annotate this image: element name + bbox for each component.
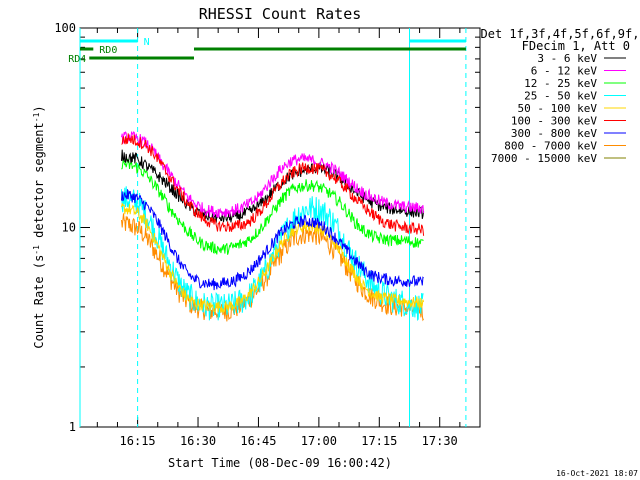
y-axis-title-end: ) bbox=[32, 105, 46, 112]
x-axis-title: Start Time (08-Dec-09 16:00:42) bbox=[168, 456, 392, 470]
annotation-label: RD4 bbox=[68, 54, 86, 65]
x-tick-label: 16:45 bbox=[240, 434, 276, 448]
annotation-label: N bbox=[144, 37, 150, 48]
y-axis-title-sup2: -1 bbox=[32, 112, 41, 122]
chart-title: RHESSI Count Rates bbox=[199, 5, 362, 23]
y-axis-title-sup1: -1 bbox=[32, 245, 41, 255]
legend-header-2: FDecim 1, Att 0 bbox=[522, 39, 630, 53]
x-tick-label: 16:15 bbox=[120, 434, 156, 448]
legend-label: 25 - 50 keV bbox=[524, 90, 597, 103]
y-axis-title-mid: detector segment bbox=[32, 122, 46, 245]
x-tick-label: 17:00 bbox=[301, 434, 337, 448]
legend-label: 50 - 100 keV bbox=[518, 102, 598, 115]
series-line bbox=[121, 131, 425, 218]
y-axis-title-main: Count Rate (s bbox=[32, 255, 46, 349]
timestamp: 16-Oct-2021 18:07 bbox=[556, 469, 638, 478]
annotation-label: RD0 bbox=[99, 45, 117, 56]
x-tick-label: 16:30 bbox=[180, 434, 216, 448]
y-tick-label: 10 bbox=[62, 221, 76, 235]
y-tick-label: 100 bbox=[54, 21, 76, 35]
series-line bbox=[121, 158, 424, 255]
legend-label: 100 - 300 keV bbox=[511, 115, 597, 128]
x-tick-label: 17:15 bbox=[361, 434, 397, 448]
legend-label: 7000 - 15000 keV bbox=[491, 152, 597, 165]
x-tick-label: 17:30 bbox=[422, 434, 458, 448]
series-line bbox=[121, 189, 424, 291]
plot-area: 1 10 100 16:15 16:30 16:45 17:00 17:15 17:30 N RD0… bbox=[54, 21, 481, 448]
legend-label: 3 - 6 keV bbox=[537, 52, 597, 65]
legend-label: 300 - 800 keV bbox=[511, 127, 597, 140]
legend-label: 800 - 7000 keV bbox=[504, 140, 597, 153]
legend-label: 12 - 25 keV bbox=[524, 77, 597, 90]
series-line bbox=[121, 203, 425, 314]
y-axis-title: Count Rate (s-1 detector segment-1) bbox=[32, 105, 46, 348]
legend-label: 6 - 12 keV bbox=[531, 65, 598, 78]
y-tick-label: 1 bbox=[69, 420, 76, 434]
series-line bbox=[121, 133, 425, 236]
legend-header-1: Det 1f,3f,4f,5f,6f,9f, bbox=[481, 27, 640, 41]
